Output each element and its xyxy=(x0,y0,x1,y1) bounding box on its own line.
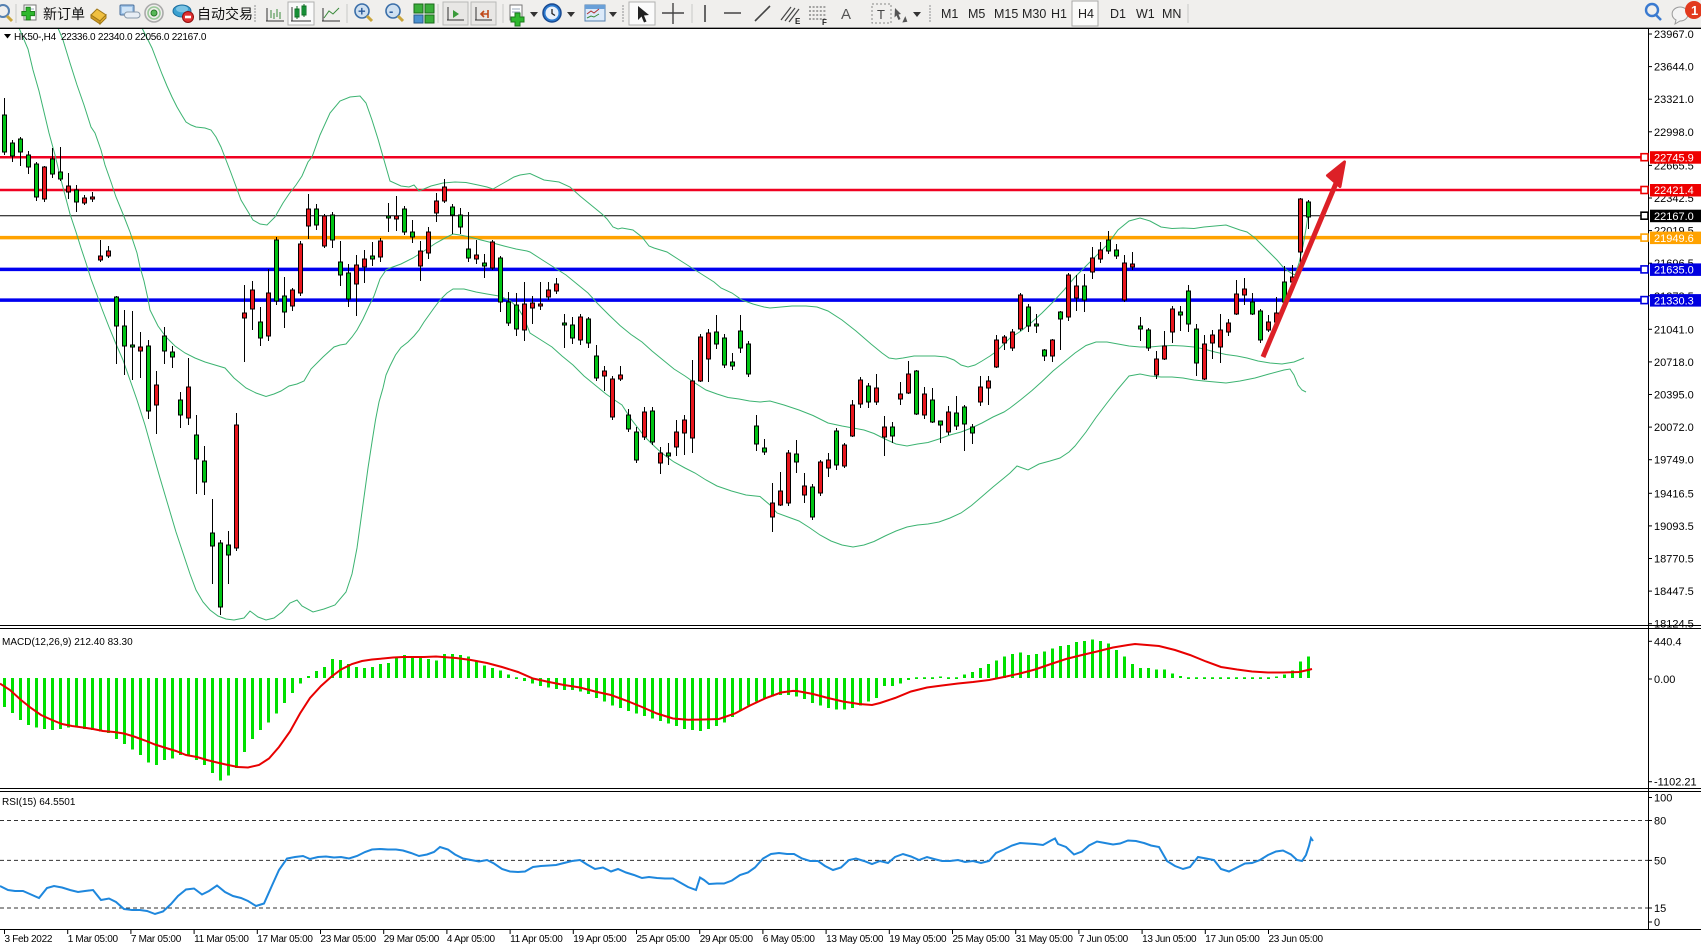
svg-text:-1102.21: -1102.21 xyxy=(1654,777,1697,789)
svg-text:M5: M5 xyxy=(968,7,985,21)
svg-text:H1: H1 xyxy=(1051,7,1067,21)
svg-text:13 Jun 05:00: 13 Jun 05:00 xyxy=(1142,934,1197,945)
svg-text:15: 15 xyxy=(1654,903,1666,915)
svg-text:29 Apr 05:00: 29 Apr 05:00 xyxy=(700,934,754,945)
svg-text:E: E xyxy=(795,17,801,26)
svg-text:19749.0: 19749.0 xyxy=(1654,455,1694,467)
svg-text:22421.4: 22421.4 xyxy=(1654,185,1694,197)
svg-text:440.4: 440.4 xyxy=(1654,636,1682,648)
svg-text:22745.9: 22745.9 xyxy=(1654,152,1694,164)
svg-text:21949.6: 21949.6 xyxy=(1654,233,1694,245)
svg-text:M1: M1 xyxy=(941,7,958,21)
svg-text:11 Apr 05:00: 11 Apr 05:00 xyxy=(510,934,563,945)
svg-text:0.00: 0.00 xyxy=(1654,674,1675,686)
svg-text:50: 50 xyxy=(1654,855,1666,867)
svg-text:19 May 05:00: 19 May 05:00 xyxy=(889,934,947,945)
svg-text:H4: H4 xyxy=(1078,7,1094,21)
svg-text:新订单: 新订单 xyxy=(43,6,85,22)
svg-text:23 Jun 05:00: 23 Jun 05:00 xyxy=(1269,934,1324,945)
svg-text:W1: W1 xyxy=(1136,7,1155,21)
svg-text:1 Mar 05:00: 1 Mar 05:00 xyxy=(68,934,119,945)
svg-text:13 May 05:00: 13 May 05:00 xyxy=(826,934,884,945)
svg-text:自动交易: 自动交易 xyxy=(197,6,253,22)
svg-text:19416.5: 19416.5 xyxy=(1654,488,1694,500)
svg-text:19093.5: 19093.5 xyxy=(1654,521,1694,533)
svg-text:25 May 05:00: 25 May 05:00 xyxy=(953,934,1011,945)
svg-text:D1: D1 xyxy=(1110,7,1126,21)
svg-text:80: 80 xyxy=(1654,816,1666,828)
svg-text:MACD(12,26,9) 212.40 83.30: MACD(12,26,9) 212.40 83.30 xyxy=(2,637,133,648)
svg-text:21635.0: 21635.0 xyxy=(1654,265,1694,277)
svg-text:6 May 05:00: 6 May 05:00 xyxy=(763,934,815,945)
svg-text:-: - xyxy=(389,4,393,19)
svg-text:17 Mar 05:00: 17 Mar 05:00 xyxy=(257,934,313,945)
svg-text:F: F xyxy=(822,18,827,27)
svg-text:25 Apr 05:00: 25 Apr 05:00 xyxy=(637,934,691,945)
svg-text:1: 1 xyxy=(1691,3,1698,18)
svg-text:22167.0: 22167.0 xyxy=(1654,211,1694,223)
svg-text:M30: M30 xyxy=(1022,7,1046,21)
svg-text:18124.5: 18124.5 xyxy=(1654,619,1694,631)
svg-text:23644.0: 23644.0 xyxy=(1654,62,1694,74)
svg-text:7 Mar 05:00: 7 Mar 05:00 xyxy=(131,934,182,945)
svg-text:29 Mar 05:00: 29 Mar 05:00 xyxy=(384,934,440,945)
svg-text:20395.0: 20395.0 xyxy=(1654,390,1694,402)
svg-text:23967.0: 23967.0 xyxy=(1654,29,1694,41)
svg-text:HK50-,H4 22336.0 22340.0 2205: HK50-,H4 22336.0 22340.0 22056.0 22167.0 xyxy=(14,32,207,43)
svg-text:21041.0: 21041.0 xyxy=(1654,324,1694,336)
svg-text:7 Jun 05:00: 7 Jun 05:00 xyxy=(1079,934,1129,945)
svg-text:RSI(15) 64.5501: RSI(15) 64.5501 xyxy=(2,797,76,808)
svg-text:4 Apr 05:00: 4 Apr 05:00 xyxy=(447,934,496,945)
svg-text:18770.5: 18770.5 xyxy=(1654,554,1694,566)
svg-text:0: 0 xyxy=(1654,917,1660,929)
svg-text:20072.0: 20072.0 xyxy=(1654,422,1694,434)
svg-text:20718.0: 20718.0 xyxy=(1654,357,1694,369)
svg-text:22998.0: 22998.0 xyxy=(1654,127,1694,139)
svg-text:11 Mar 05:00: 11 Mar 05:00 xyxy=(194,934,249,945)
svg-text:3 Feb 2022: 3 Feb 2022 xyxy=(5,934,53,945)
svg-text:M15: M15 xyxy=(994,7,1018,21)
svg-text:31 May 05:00: 31 May 05:00 xyxy=(1016,934,1074,945)
svg-text:100: 100 xyxy=(1654,793,1672,805)
svg-text:18447.5: 18447.5 xyxy=(1654,586,1694,598)
svg-text:21330.3: 21330.3 xyxy=(1654,295,1694,307)
svg-text:+: + xyxy=(358,4,366,19)
svg-text:23321.0: 23321.0 xyxy=(1654,94,1694,106)
svg-text:T: T xyxy=(877,7,885,22)
svg-text:17 Jun 05:00: 17 Jun 05:00 xyxy=(1205,934,1260,945)
svg-text:19 Apr 05:00: 19 Apr 05:00 xyxy=(573,934,627,945)
svg-text:23 Mar 05:00: 23 Mar 05:00 xyxy=(321,934,377,945)
svg-text:MN: MN xyxy=(1162,7,1181,21)
svg-text:A: A xyxy=(841,6,851,23)
